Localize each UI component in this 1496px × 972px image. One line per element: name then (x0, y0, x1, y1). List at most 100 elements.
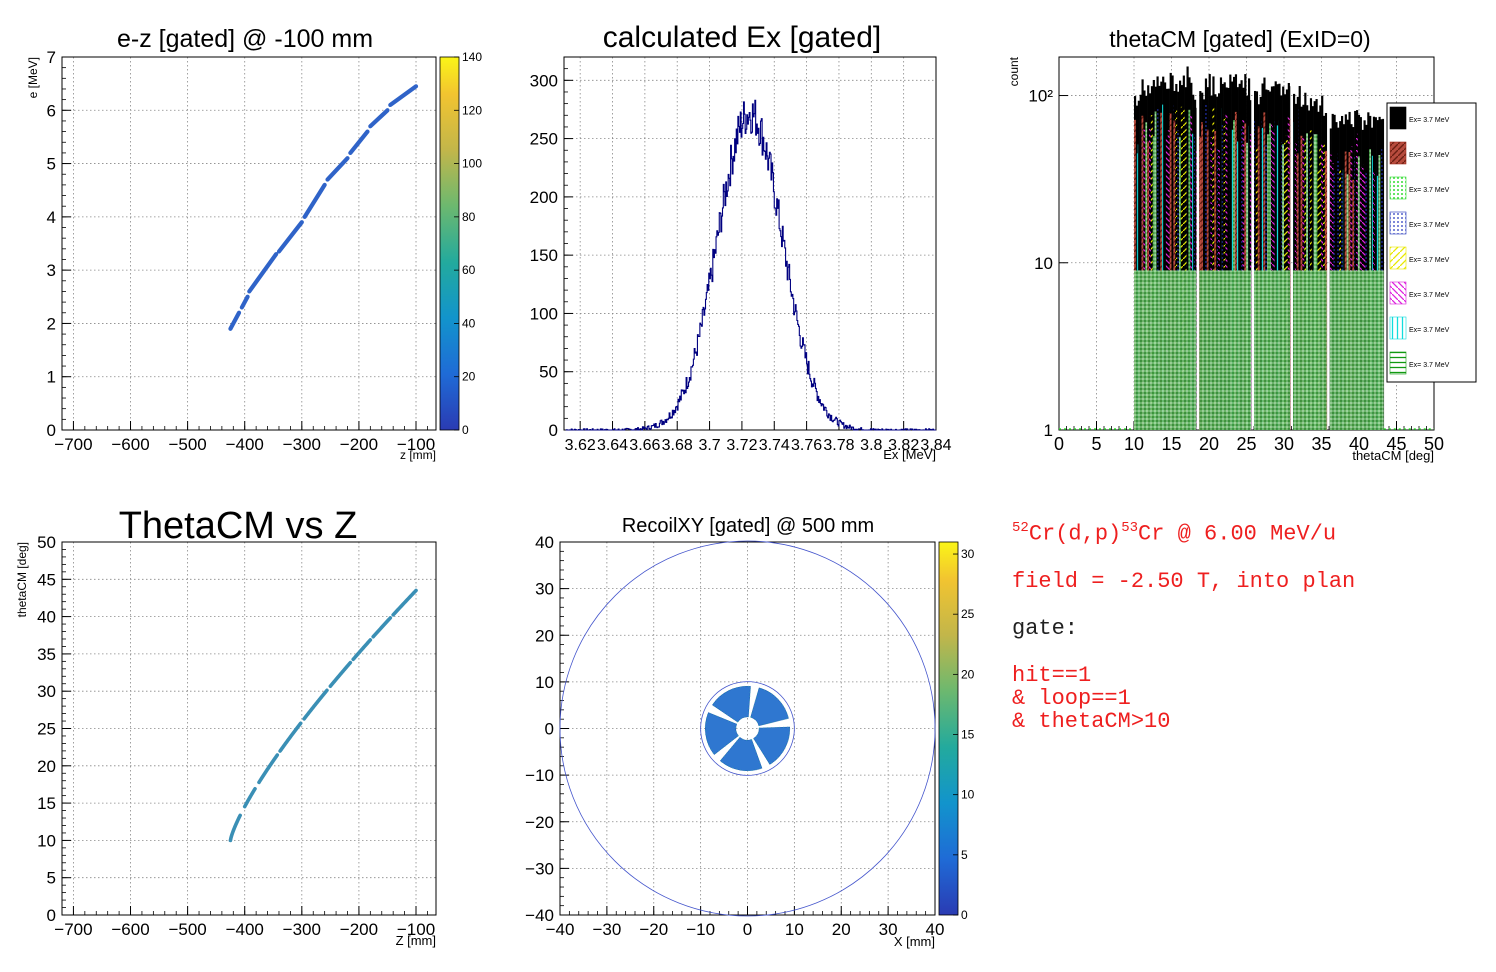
legend-label: Ex= 3.7 MeV (1409, 257, 1450, 264)
palette-tick-label: 5 (961, 848, 968, 862)
y-tick-label: 150 (530, 246, 558, 265)
y-tick-label: 5 (47, 155, 56, 174)
bar-base (1329, 270, 1384, 430)
palette-tick-label: 30 (961, 547, 975, 561)
legend-label: Ex= 3.7 MeV (1409, 187, 1450, 194)
bar-base (1199, 270, 1251, 430)
bar-base (1134, 270, 1197, 430)
x-tick-label: 30 (1274, 434, 1294, 454)
y-axis-label: e [MeV] (26, 57, 40, 98)
x-tick-label: 3.68 (662, 437, 693, 454)
x-tick-label: 30 (879, 920, 898, 939)
x-axis-label: Ex [MeV] (883, 447, 936, 462)
chart-title: ThetaCM vs Z (119, 505, 358, 547)
y-tick-label: 3 (47, 261, 56, 280)
x-tick-label: 3.82 (888, 437, 919, 454)
palette-tick-label: 60 (462, 263, 476, 277)
y-tick-label: 40 (535, 533, 554, 552)
data-segment (228, 310, 242, 331)
pad-e-vs-z: −700 −600 −500 −400 −300 −200 −100 0 1 2 3 4 5 6 7 0 20 4… (26, 25, 482, 462)
palette-tick-label: 10 (961, 788, 975, 802)
x-tick-label: 3.7 (698, 437, 720, 454)
bar-stack (1204, 104, 1208, 430)
recoil-sector (753, 726, 790, 765)
x-tick-label: −400 (226, 920, 264, 939)
gate-line-hit: hit==1 (1012, 663, 1092, 688)
x-tick-label: 40 (1349, 434, 1369, 454)
y-tick-label: 0 (47, 906, 56, 925)
reaction-text: 52Cr(d,p)53Cr @ 6.00 MeV/u (1012, 520, 1337, 547)
recoil-sector (750, 687, 789, 727)
viridis-palette (439, 56, 460, 431)
data-segment (325, 156, 350, 182)
x-tick-label: −300 (283, 435, 321, 454)
y-tick-label: 10 (1034, 254, 1053, 273)
palette-tick-label: 140 (462, 50, 482, 64)
legend-label: Ex= 3.7 MeV (1409, 152, 1450, 159)
x-tick-label: 3.84 (920, 437, 951, 454)
legend-swatch (1389, 351, 1407, 375)
legend-label: Ex= 3.7 MeV (1409, 117, 1450, 124)
outer-acceptance-circle (559, 540, 936, 917)
x-tick-label: 50 (1424, 434, 1444, 454)
x-tick-label: −200 (340, 435, 378, 454)
x-tick-label: −10 (686, 920, 715, 939)
pad-thetacm-vs-z: −700 −600 −500 −400 −300 −200 −100 0 5 10 15 20 25 30… (15, 505, 437, 948)
x-tick-label: −700 (54, 435, 92, 454)
x-tick-label: −500 (168, 435, 206, 454)
y-tick-label: 1 (47, 368, 56, 387)
x-axis-label: X [mm] (894, 934, 935, 949)
x-tick-label: 10 (1124, 434, 1144, 454)
legend-swatch (1389, 106, 1407, 130)
y-tick-label: 4 (47, 208, 56, 227)
bar-base (1254, 270, 1290, 430)
y-tick-label: 20 (535, 626, 554, 645)
x-tick-label: 3.72 (726, 437, 757, 454)
y-tick-label: 40 (37, 608, 56, 627)
data-segment (239, 294, 250, 310)
x-tick-label: 3.64 (597, 437, 628, 454)
bar-stack (1219, 108, 1223, 430)
x-tick-label: 0 (743, 920, 752, 939)
data-segment (388, 84, 419, 108)
bar-stack (1162, 104, 1165, 431)
plot-frame (61, 56, 437, 431)
inner-acceptance-circle (700, 681, 795, 776)
y-tick-label: 7 (47, 48, 56, 67)
x-tick-label: 20 (832, 920, 851, 939)
legend-swatch (1389, 316, 1407, 340)
x-tick-label: −40 (546, 920, 575, 939)
x-tick-label: 20 (1199, 434, 1219, 454)
x-tick-label: −600 (111, 435, 149, 454)
y-tick-label: 6 (47, 101, 56, 120)
legend-label: Ex= 3.7 MeV (1409, 362, 1450, 369)
bar-stack (1180, 106, 1184, 431)
y-tick-label: 5 (47, 869, 56, 888)
x-tick-label: −100 (397, 920, 435, 939)
bar-stack (1188, 109, 1191, 431)
x-tick-label: −200 (340, 920, 378, 939)
data-segment (276, 220, 304, 254)
palette-tick-label: 100 (462, 157, 482, 171)
x-tick-label: 3.74 (759, 437, 790, 454)
x-tick-label: 3.76 (791, 437, 822, 454)
y-axis-label: thetaCM [deg] (15, 542, 29, 617)
palette-tick-label: 20 (462, 370, 476, 384)
y-tick-label: 300 (530, 71, 558, 90)
legend-swatch (1389, 211, 1407, 235)
palette-tick-label: 80 (462, 210, 476, 224)
x-tick-label: 35 (1311, 434, 1331, 454)
y-tick-label: 0 (549, 421, 558, 440)
bar-base (1293, 270, 1327, 430)
y-tick-label: 10 (37, 831, 56, 850)
chart-title: e-z [gated] @ -100 mm (117, 25, 373, 53)
x-tick-label: 3.8 (860, 437, 882, 454)
y-tick-label: 1 (1044, 421, 1053, 440)
y-axis-label: count (1007, 56, 1021, 86)
bar-stack (1171, 105, 1174, 430)
x-tick-label: 0 (1054, 434, 1064, 454)
data-segment (247, 252, 279, 294)
x-tick-label: 5 (1091, 434, 1101, 454)
